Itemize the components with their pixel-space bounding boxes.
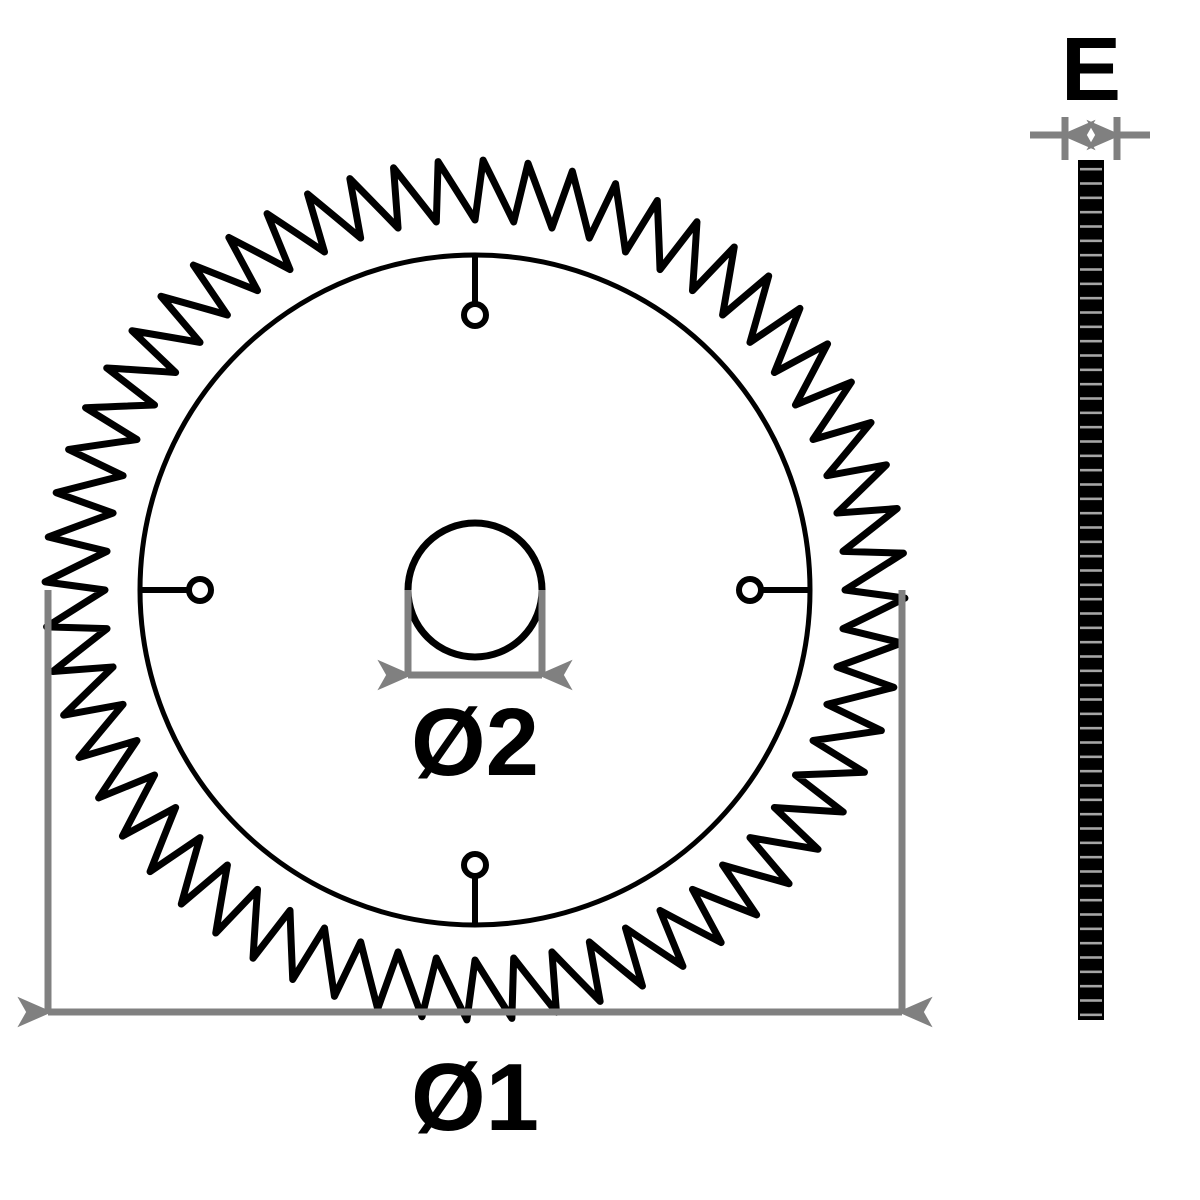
side-tooth-gap — [1080, 526, 1102, 529]
side-tooth-gap — [1080, 340, 1102, 343]
dimension-thickness-label: E — [1061, 20, 1121, 120]
side-tooth-gap — [1080, 584, 1102, 587]
side-tooth-gap — [1080, 240, 1102, 243]
side-tooth-gap — [1080, 856, 1102, 859]
side-tooth-gap — [1080, 770, 1102, 773]
side-tooth-gap — [1080, 928, 1102, 931]
side-tooth-gap — [1080, 168, 1102, 171]
blade-bore — [408, 523, 542, 657]
side-tooth-gap — [1080, 397, 1102, 400]
side-tooth-gap — [1080, 971, 1102, 974]
expansion-slot — [140, 579, 211, 601]
dimension-outer-diameter — [48, 590, 902, 1012]
side-tooth-gap — [1080, 899, 1102, 902]
side-tooth-gap — [1080, 885, 1102, 888]
side-tooth-gap — [1080, 354, 1102, 357]
side-tooth-gap — [1080, 541, 1102, 544]
side-tooth-gap — [1080, 985, 1102, 988]
side-tooth-gap — [1080, 211, 1102, 214]
blade-side-profile — [1078, 160, 1104, 1020]
side-tooth-gap — [1080, 756, 1102, 759]
side-tooth-gap — [1080, 297, 1102, 300]
side-tooth-gap — [1080, 512, 1102, 515]
side-tooth-gap — [1080, 698, 1102, 701]
expansion-slot — [739, 579, 810, 601]
side-tooth-gap — [1080, 612, 1102, 615]
blade-inner-ring — [140, 255, 810, 925]
side-tooth-gap — [1080, 999, 1102, 1002]
side-tooth-gap — [1080, 326, 1102, 329]
side-tooth-gap — [1080, 942, 1102, 945]
dimension-bore-diameter — [408, 590, 542, 675]
side-tooth-gap — [1080, 741, 1102, 744]
side-tooth-gap — [1080, 369, 1102, 372]
side-tooth-gap — [1080, 440, 1102, 443]
side-tooth-gap — [1080, 197, 1102, 200]
side-tooth-gap — [1080, 555, 1102, 558]
side-tooth-gap — [1080, 254, 1102, 257]
side-tooth-gap — [1080, 727, 1102, 730]
side-tooth-gap — [1080, 799, 1102, 802]
side-tooth-gap — [1080, 784, 1102, 787]
side-tooth-gap — [1080, 670, 1102, 673]
side-tooth-gap — [1080, 641, 1102, 644]
side-tooth-gap — [1080, 684, 1102, 687]
side-tooth-gap — [1080, 713, 1102, 716]
side-tooth-gap — [1080, 283, 1102, 286]
side-tooth-gap — [1080, 842, 1102, 845]
expansion-slot — [464, 255, 486, 326]
side-tooth-gap — [1080, 827, 1102, 830]
dimension-bore-diameter-label: Ø2 — [411, 689, 539, 796]
side-tooth-gap — [1080, 956, 1102, 959]
side-tooth-gap — [1080, 455, 1102, 458]
expansion-slot — [464, 854, 486, 925]
side-tooth-gap — [1080, 569, 1102, 572]
side-tooth-gap — [1080, 311, 1102, 314]
side-tooth-gap — [1080, 1014, 1102, 1017]
side-tooth-gap — [1080, 913, 1102, 916]
side-tooth-gap — [1080, 483, 1102, 486]
side-tooth-gap — [1080, 225, 1102, 228]
dimension-outer-diameter-label: Ø1 — [411, 1044, 539, 1151]
side-tooth-gap — [1080, 182, 1102, 185]
side-tooth-gap — [1080, 598, 1102, 601]
side-tooth-gap — [1080, 498, 1102, 501]
side-tooth-gap — [1080, 655, 1102, 658]
side-tooth-gap — [1080, 383, 1102, 386]
side-tooth-gap — [1080, 412, 1102, 415]
side-tooth-gap — [1080, 627, 1102, 630]
side-tooth-gap — [1080, 268, 1102, 271]
side-tooth-gap — [1080, 870, 1102, 873]
side-tooth-gap — [1080, 426, 1102, 429]
side-tooth-gap — [1080, 469, 1102, 472]
side-tooth-gap — [1080, 813, 1102, 816]
dimension-thickness — [1030, 117, 1150, 160]
